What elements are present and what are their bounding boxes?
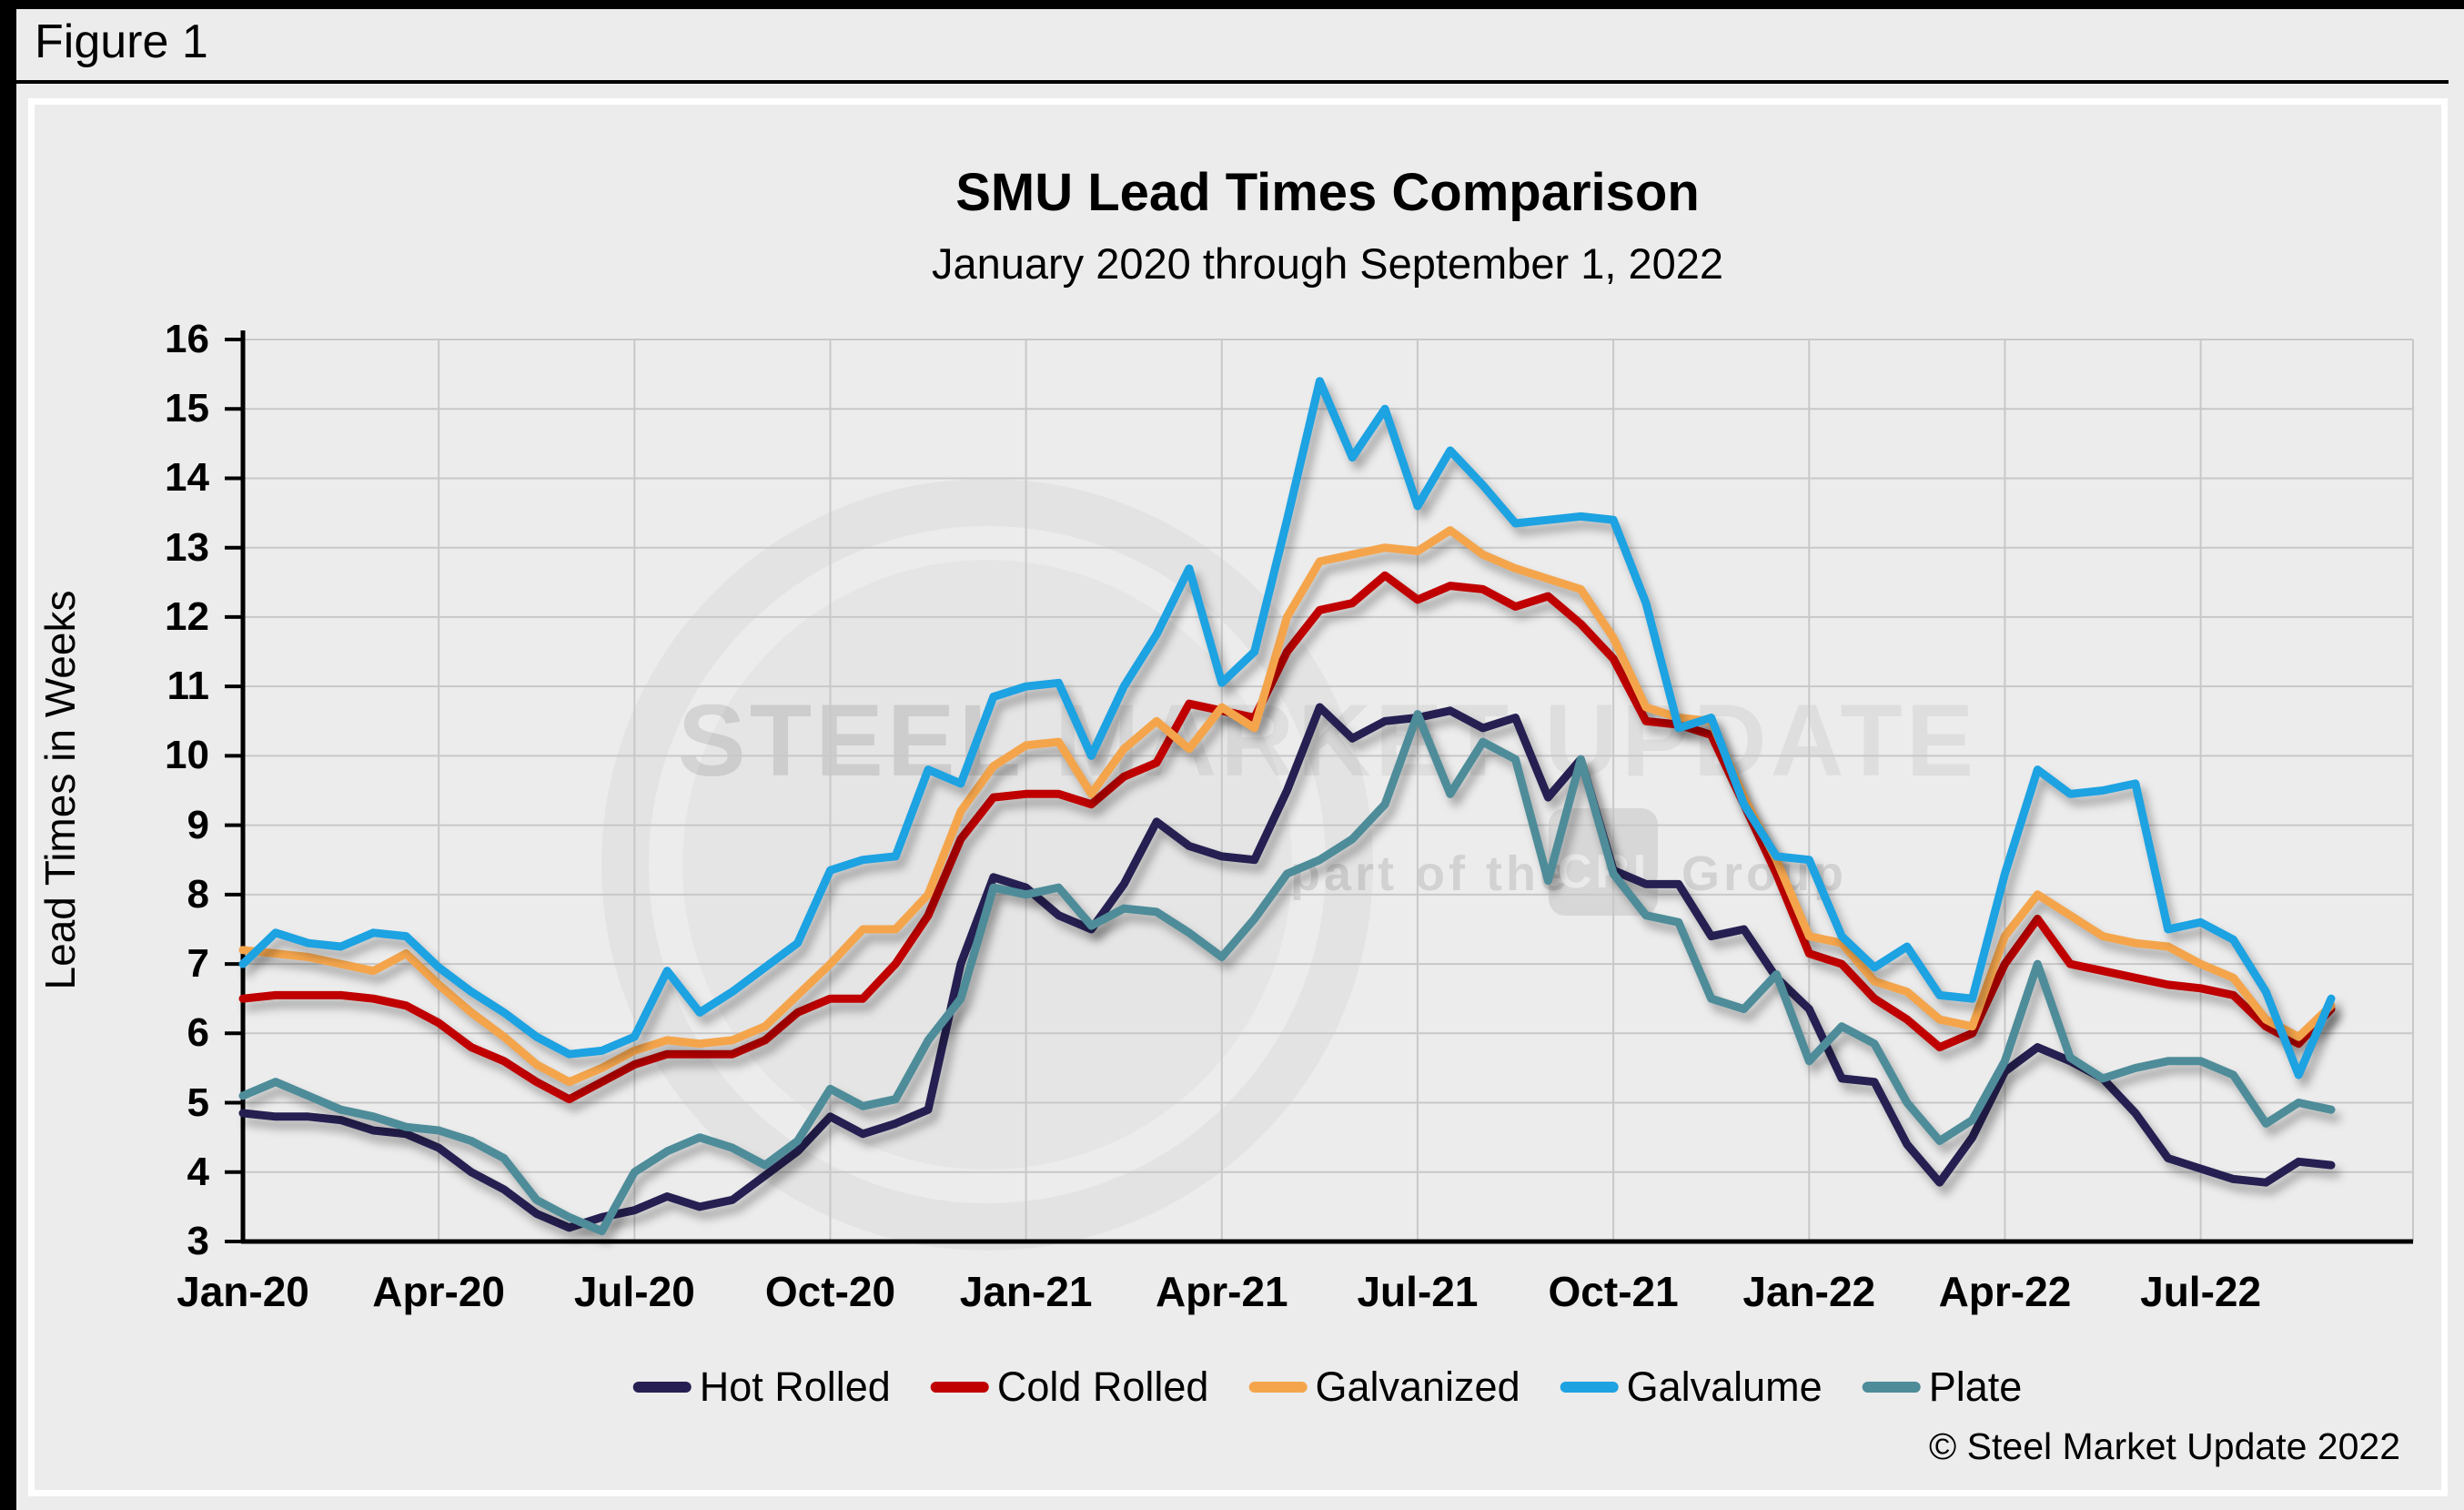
x-tick-label: Apr-20 (372, 1268, 506, 1315)
watermark-text: STEEL MARKET UPDATE (678, 684, 1977, 797)
y-tick-label: 8 (187, 871, 209, 917)
x-tick-label: Jan-20 (177, 1268, 309, 1315)
legend-swatch (1248, 1382, 1308, 1393)
y-tick-label: 9 (187, 802, 209, 847)
x-tick-label: Jul-20 (573, 1268, 695, 1315)
series-line-hot-rolled (238, 703, 2336, 1232)
x-tick-label: Jan-22 (1742, 1268, 1876, 1315)
y-tick-label: 15 (165, 386, 209, 431)
legend-label: Hot Rolled (699, 1363, 891, 1410)
left-border (0, 0, 16, 1510)
series-line-galvalume (238, 377, 2336, 1079)
copyright-note: © Steel Market Update 2022 (1929, 1425, 2400, 1467)
series-line-cold-rolled (238, 571, 2336, 1104)
legend-label: Plate (1928, 1363, 2023, 1410)
x-tick-label: Apr-22 (1938, 1268, 2072, 1315)
y-tick-label: 7 (187, 941, 209, 987)
series-line-plate (238, 710, 2336, 1236)
legend-swatch (1560, 1382, 1619, 1393)
x-tick-label: Jan-21 (959, 1268, 1093, 1315)
top-border (0, 0, 2464, 9)
y-tick-label: 5 (187, 1079, 209, 1125)
chart-card (28, 98, 2448, 1496)
y-axis-title: Lead Times in Weeks (36, 590, 84, 990)
legend-swatch (930, 1382, 989, 1393)
header-divider (16, 80, 2449, 84)
y-tick-label: 6 (187, 1010, 209, 1056)
watermark-circle (682, 560, 1292, 1170)
y-tick-label: 10 (165, 733, 209, 778)
x-tick-label: Apr-21 (1155, 1268, 1288, 1315)
axes (225, 330, 2413, 1244)
watermark-word1: STEEL (678, 684, 1023, 797)
legend-label: Galvanized (1315, 1363, 1520, 1410)
watermark-tagline-prefix: part of the (1290, 846, 1570, 901)
y-tick-label: 14 (165, 455, 209, 501)
legend-item-galvanized: Galvanized (1248, 1363, 1520, 1411)
legend-swatch (1862, 1382, 1921, 1393)
y-tick-label: 3 (187, 1219, 209, 1263)
y-tick-label: 12 (165, 593, 209, 639)
x-tick-label: Jul-22 (2140, 1268, 2262, 1315)
y-tick-label: 4 (187, 1149, 209, 1194)
watermark-cru-badge (1549, 808, 1658, 916)
figure-label: Figure 1 (35, 15, 208, 68)
series-lines (238, 377, 2336, 1236)
legend-item-galvalume: Galvalume (1560, 1363, 1823, 1411)
x-tick-label: Oct-20 (764, 1268, 896, 1315)
series-line-galvanized (238, 526, 2336, 1087)
legend-label: Cold Rolled (996, 1363, 1209, 1410)
chart-legend: Hot Rolled Cold Rolled Galvanized Galvalume… (632, 1363, 2023, 1411)
legend-label: Galvalume (1626, 1363, 1823, 1410)
legend-swatch (632, 1382, 692, 1393)
legend-item-hot-rolled: Hot Rolled (632, 1363, 891, 1411)
chart-subtitle: January 2020 through September 1, 2022 (931, 239, 1724, 288)
y-tick-label: 11 (167, 664, 209, 709)
x-tick-label: Oct-21 (1548, 1268, 1679, 1315)
y-tick-label: 16 (165, 317, 209, 361)
x-tick-label: Jul-21 (1357, 1268, 1479, 1315)
legend-item-cold-rolled: Cold Rolled (930, 1363, 1209, 1411)
y-tick-label: 13 (165, 524, 209, 570)
legend-item-plate: Plate (1862, 1363, 2023, 1411)
chart-title: SMU Lead Times Comparison (955, 163, 1700, 222)
